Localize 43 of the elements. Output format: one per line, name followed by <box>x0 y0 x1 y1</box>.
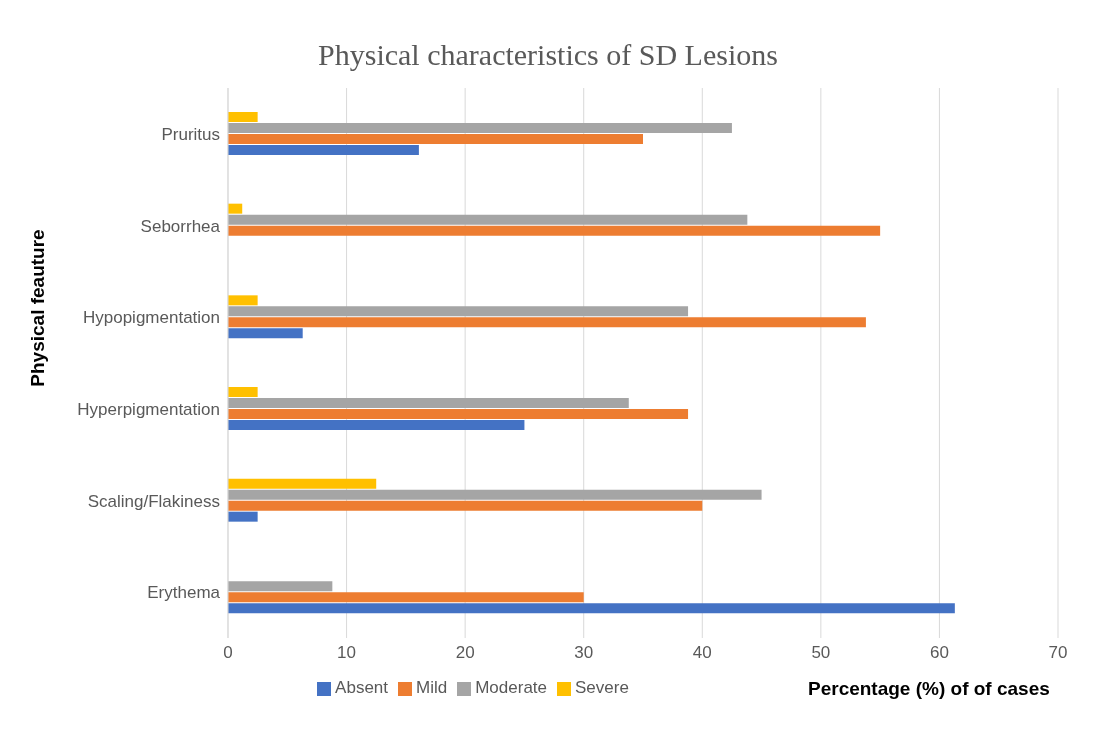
bar <box>228 420 525 430</box>
bar <box>228 500 703 511</box>
x-tick-label: 70 <box>1048 643 1068 663</box>
bar <box>228 317 866 328</box>
bar <box>228 145 419 155</box>
legend-label: Absent <box>335 678 389 697</box>
y-tick-label: Seborrhea <box>140 216 221 236</box>
bar <box>228 398 629 408</box>
bar <box>228 112 258 122</box>
bar <box>228 592 584 603</box>
bar <box>228 203 243 214</box>
bar <box>228 214 748 225</box>
bar <box>228 511 258 522</box>
chart-title: Physical characteristics of SD Lesions <box>317 38 779 72</box>
legend-label: Severe <box>575 678 629 697</box>
y-tick-label: Scaling/Flakiness <box>87 491 220 511</box>
bar <box>228 387 258 397</box>
bar <box>228 295 258 306</box>
y-tick-label: Hyperpigmentation <box>77 399 220 419</box>
x-tick-label: 40 <box>692 643 712 663</box>
bar <box>228 328 303 339</box>
bar <box>228 134 643 144</box>
bar <box>228 489 762 500</box>
x-tick-label: 60 <box>929 643 949 663</box>
x-tick-label: 50 <box>811 643 831 663</box>
bar <box>228 478 377 489</box>
x-tick-label: 0 <box>223 643 233 663</box>
bar <box>228 225 881 236</box>
x-tick-label: 10 <box>337 643 357 663</box>
bar <box>228 581 333 592</box>
y-axis-title: Physical feauture <box>27 229 49 387</box>
x-tick-label: 30 <box>574 643 594 663</box>
y-tick-label: Pruritus <box>161 124 220 144</box>
legend-label: Moderate <box>475 678 548 697</box>
bar <box>228 603 955 614</box>
bar <box>228 123 732 133</box>
y-tick-label: Erythema <box>147 583 221 603</box>
x-tick-label: 20 <box>455 643 475 663</box>
y-tick-label: Hypopigmentation <box>82 308 220 328</box>
bar <box>228 306 689 317</box>
x-axis-title: Percentage (%) of of cases <box>808 678 1050 700</box>
legend-label: Mild <box>416 678 448 697</box>
bar <box>228 409 689 419</box>
